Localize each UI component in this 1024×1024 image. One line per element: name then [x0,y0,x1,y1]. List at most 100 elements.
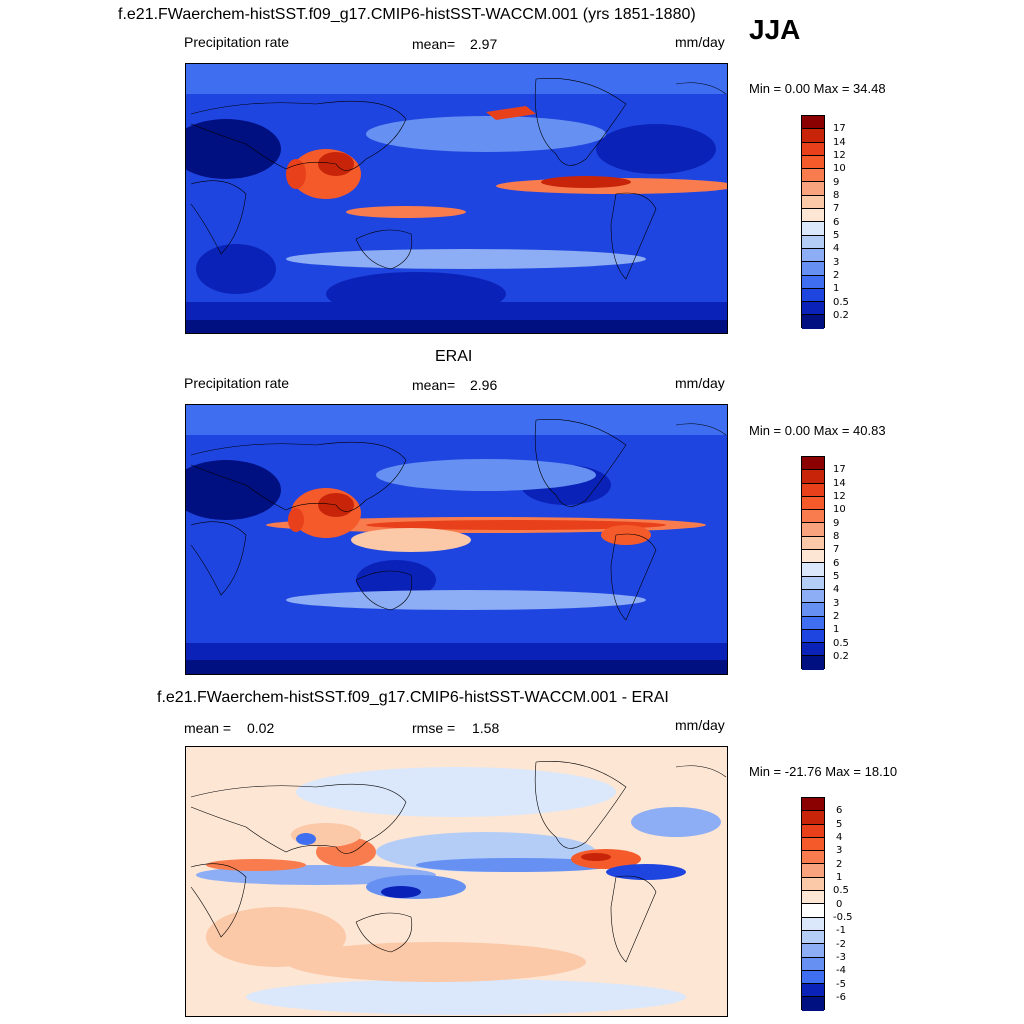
minmax-label: Min = -21.76 Max = 18.10 [749,764,898,779]
colorbar-swatch [802,917,824,931]
colorbar-swatch [802,275,824,289]
colorbar-swatch [802,222,824,236]
colorbar-label: 10 [833,163,846,174]
colorbar-swatch [802,142,824,156]
variable-label: Precipitation rate [184,34,290,50]
colorbar-swatch [802,891,824,905]
colorbar-swatch [802,851,824,865]
colorbar-label: 0.2 [833,651,849,662]
colorbar [801,456,825,670]
colorbar-swatch [802,550,824,564]
colorbar-swatch [802,864,824,878]
mean-value: 0.02 [247,720,275,736]
colorbar-swatch [802,169,824,183]
colorbar-label: 0.2 [833,310,849,321]
colorbar-swatch [802,930,824,945]
colorbar-label: 4 [833,243,840,254]
colorbar-swatch [802,288,824,303]
colorbar-swatch [802,944,824,958]
colorbar-swatch [802,616,824,630]
minmax-label: Min = 0.00 Max = 34.48 [749,81,886,96]
colorbar-swatch [802,589,824,604]
colorbar-swatch [802,195,824,210]
colorbar-swatch [802,315,824,329]
colorbar-label: 0 [836,899,843,910]
colorbar-label: 4 [833,584,840,595]
colorbar-swatch [802,523,824,537]
colorbar-swatch [802,984,824,998]
colorbar-label: 3 [833,257,840,268]
colorbar-label: -3 [836,952,846,963]
colorbar-label: 8 [833,190,840,201]
units-label: mm/day [675,717,725,733]
colorbar-swatch [802,643,824,657]
colorbar-label: 0.5 [833,638,849,649]
colorbar-label: 4 [836,832,843,843]
colorbar-swatch [802,182,824,196]
colorbar-swatch [802,970,824,985]
colorbar-label: -0.5 [833,912,853,923]
mean-value: 2.97 [470,36,498,52]
figure-title: f.e21.FWaerchem-histSST.f09_g17.CMIP6-hi… [118,6,696,23]
colorbar-label: 5 [836,819,843,830]
colorbar-swatch [802,262,824,276]
precip-diff-map [185,746,728,1017]
colorbar-label: 12 [833,150,846,161]
precip-map-model [185,63,728,334]
colorbar-label: 6 [833,217,840,228]
rmse-label: rmse = [412,720,456,736]
colorbar-swatch [802,997,824,1011]
colorbar-swatch [802,824,824,838]
mean-value: 2.96 [470,377,498,393]
colorbar-swatch [802,129,824,143]
colorbar-swatch [802,248,824,263]
colorbar-swatch [802,576,824,590]
colorbar [801,115,825,329]
rmse-value: 1.58 [472,720,500,736]
colorbar-label: 1 [833,283,840,294]
colorbar-swatch [802,457,824,471]
precip-map-obs [185,404,728,675]
colorbar-label: 8 [833,531,840,542]
colorbar-swatch [802,629,824,644]
colorbar-label: -2 [836,939,846,950]
colorbar-label: 5 [833,230,840,241]
colorbar-label: -4 [836,965,846,976]
colorbar-label: 2 [833,270,840,281]
colorbar-swatch [802,302,824,316]
colorbar-swatch [802,798,824,812]
colorbar-label: 1 [836,872,843,883]
panel-title: f.e21.FWaerchem-histSST.f09_g17.CMIP6-hi… [157,689,669,706]
colorbar-label: 0.5 [833,885,849,896]
colorbar-swatch [802,496,824,511]
panel-title: ERAI [435,348,473,365]
colorbar-label: 1 [833,624,840,635]
colorbar-swatch [802,837,824,852]
mean-label: mean = [184,720,232,736]
colorbar-swatch [802,235,824,249]
units-label: mm/day [675,375,725,391]
colorbar-swatch [802,603,824,617]
minmax-label: Min = 0.00 Max = 40.83 [749,423,886,438]
colorbar-label: 7 [833,203,840,214]
colorbar-label: 9 [833,177,840,188]
colorbar-swatch [802,483,824,497]
colorbar-label: -5 [836,979,846,990]
colorbar-label: 12 [833,491,846,502]
colorbar-label: -6 [836,992,846,1003]
colorbar-swatch [802,877,824,892]
mean-label: mean= [412,377,456,393]
colorbar-swatch [802,563,824,577]
colorbar-label: 2 [836,859,843,870]
colorbar-swatch [802,957,824,971]
colorbar-swatch [802,155,824,170]
mean-label: mean= [412,36,456,52]
colorbar-label: 7 [833,544,840,555]
colorbar-label: 6 [836,805,843,816]
colorbar-label: 17 [833,464,846,475]
season-label: JJA [749,14,801,45]
variable-label: Precipitation rate [184,375,290,391]
colorbar-label: 14 [833,137,846,148]
colorbar-label: 9 [833,518,840,529]
colorbar-label: 17 [833,123,846,134]
